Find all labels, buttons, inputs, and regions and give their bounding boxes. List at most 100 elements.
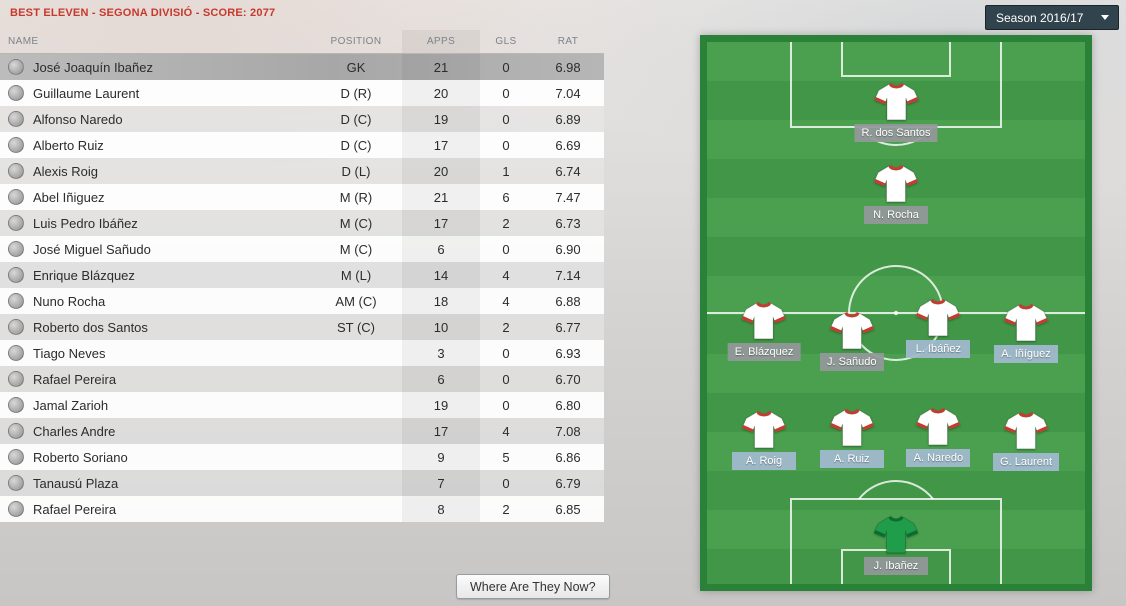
player-name: Tanausú Plaza — [33, 475, 119, 491]
player-name: Rafael Pereira — [33, 371, 117, 387]
pitch-player[interactable]: N. Rocha — [864, 162, 928, 224]
cell-goals: 0 — [502, 345, 510, 361]
cell-goals: 0 — [502, 111, 510, 127]
table-row[interactable]: Tiago Neves 3 0 6.93 — [0, 340, 604, 366]
cell-rating: 6.86 — [555, 449, 581, 465]
column-header-name[interactable]: NAME — [8, 36, 39, 47]
cell-apps: 19 — [402, 106, 480, 132]
cell-name: Luis Pedro Ibáñez — [0, 210, 310, 236]
player-table-body: José Joaquín Ibañez GK 21 0 6.98 Guillaume La… — [0, 54, 604, 522]
table-row[interactable]: Enrique Blázquez M (L) 14 4 7.14 — [0, 262, 604, 288]
cell-name: Guillaume Laurent — [0, 80, 310, 106]
cell-rating: 6.80 — [555, 397, 581, 413]
cell-position: M (C) — [339, 241, 373, 257]
cell-apps: 6 — [402, 236, 480, 262]
cell-name: Roberto dos Santos — [0, 314, 310, 340]
formation-pitch: R. dos Santos N. Rocha E. Blázquez J. Sañud… — [700, 35, 1092, 591]
player-avatar — [8, 293, 24, 309]
player-avatar — [8, 371, 24, 387]
pitch-player[interactable]: E. Blázquez — [727, 299, 801, 362]
table-header-row: NAME POSITION APPS GLS RAT — [0, 30, 604, 54]
cell-apps: 21 — [402, 54, 480, 80]
table-row[interactable]: Charles Andre 17 4 7.08 — [0, 418, 604, 444]
cell-rating: 6.74 — [555, 163, 581, 179]
player-avatar — [8, 501, 24, 517]
pitch-player[interactable]: L. Ibáñez — [906, 296, 971, 358]
player-name: Luis Pedro Ibáñez — [33, 215, 138, 231]
cell-position — [310, 496, 402, 522]
cell-rating: 6.93 — [555, 345, 581, 361]
cell-name: Nuno Rocha — [0, 288, 310, 314]
cell-position — [310, 470, 402, 496]
where-are-they-now-button[interactable]: Where Are They Now? — [456, 574, 610, 599]
pitch-player[interactable]: A. Ruiz — [819, 406, 884, 468]
table-row[interactable]: Rafael Pereira 8 2 6.85 — [0, 496, 604, 522]
cell-rating: 7.47 — [555, 189, 581, 205]
table-row[interactable]: Rafael Pereira 6 0 6.70 — [0, 366, 604, 392]
cell-goals: 0 — [502, 397, 510, 413]
cell-position — [310, 366, 402, 392]
player-label: R. dos Santos — [854, 123, 938, 142]
table-row[interactable]: Tanausú Plaza 7 0 6.79 — [0, 470, 604, 496]
table-row[interactable]: Roberto Soriano 9 5 6.86 — [0, 444, 604, 470]
player-name: Abel Iñiguez — [33, 189, 105, 205]
cell-position — [310, 340, 402, 366]
table-row[interactable]: Alfonso Naredo D (C) 19 0 6.89 — [0, 106, 604, 132]
player-label: A. Iñíguez — [994, 344, 1059, 363]
pitch-player[interactable]: G. Laurent — [993, 409, 1060, 472]
player-label: N. Rocha — [864, 205, 928, 224]
table-row[interactable]: Nuno Rocha AM (C) 18 4 6.88 — [0, 288, 604, 314]
best-eleven-table: NAME POSITION APPS GLS RAT José Joaquín … — [0, 30, 604, 522]
cell-name: Rafael Pereira — [0, 496, 310, 522]
column-header-goals[interactable]: GLS — [495, 36, 517, 47]
player-name: Alberto Ruiz — [33, 137, 104, 153]
player-avatar — [8, 267, 24, 283]
cell-apps: 20 — [402, 80, 480, 106]
table-row[interactable]: José Joaquín Ibañez GK 21 0 6.98 — [0, 54, 604, 80]
cell-name: Enrique Blázquez — [0, 262, 310, 288]
player-avatar — [8, 59, 24, 75]
cell-rating: 6.98 — [555, 59, 581, 75]
player-name: José Joaquín Ibañez — [33, 59, 153, 75]
player-name: Jamal Zarioh — [33, 397, 109, 413]
player-avatar — [8, 475, 24, 491]
table-row[interactable]: Guillaume Laurent D (R) 20 0 7.04 — [0, 80, 604, 106]
shirt-icon — [741, 302, 787, 340]
cell-goals: 0 — [502, 59, 510, 75]
pitch-player[interactable]: A. Iñíguez — [994, 301, 1059, 363]
column-header-rating[interactable]: RAT — [557, 36, 579, 47]
column-header-apps[interactable]: APPS — [402, 30, 480, 53]
player-name: Roberto Soriano — [33, 449, 128, 465]
cell-goals: 0 — [502, 241, 510, 257]
player-label: A. Roig — [732, 451, 797, 470]
cell-apps: 9 — [402, 444, 480, 470]
table-row[interactable]: Jamal Zarioh 19 0 6.80 — [0, 392, 604, 418]
cell-goals: 0 — [502, 371, 510, 387]
table-row[interactable]: Alberto Ruiz D (C) 17 0 6.69 — [0, 132, 604, 158]
pitch-player[interactable]: J. Ibañez — [864, 513, 928, 576]
shirt-icon — [829, 408, 875, 447]
player-label: A. Ruiz — [819, 449, 884, 468]
table-row[interactable]: José Miguel Sañudo M (C) 6 0 6.90 — [0, 236, 604, 262]
cell-position: D (R) — [340, 85, 372, 101]
shirt-icon — [915, 298, 961, 337]
table-row[interactable]: Alexis Roig D (L) 20 1 6.74 — [0, 158, 604, 184]
cell-position: GK — [346, 59, 366, 75]
player-label: A. Naredo — [906, 449, 971, 468]
pitch-player[interactable]: R. dos Santos — [854, 80, 938, 142]
season-dropdown[interactable]: Season 2016/17 — [985, 5, 1119, 30]
table-row[interactable]: Roberto dos Santos ST (C) 10 2 6.77 — [0, 314, 604, 340]
player-avatar — [8, 85, 24, 101]
table-row[interactable]: Luis Pedro Ibáñez M (C) 17 2 6.73 — [0, 210, 604, 236]
pitch-player[interactable]: A. Roig — [732, 408, 797, 470]
cell-position — [310, 418, 402, 444]
player-avatar — [8, 345, 24, 361]
column-header-position[interactable]: POSITION — [330, 36, 382, 47]
cell-goals: 2 — [502, 501, 510, 517]
cell-apps: 19 — [402, 392, 480, 418]
pitch-player[interactable]: J. Sañudo — [819, 309, 884, 371]
shirt-icon — [1003, 303, 1049, 341]
table-row[interactable]: Abel Iñiguez M (R) 21 6 7.47 — [0, 184, 604, 210]
cell-name: Rafael Pereira — [0, 366, 310, 392]
pitch-player[interactable]: A. Naredo — [906, 405, 971, 468]
